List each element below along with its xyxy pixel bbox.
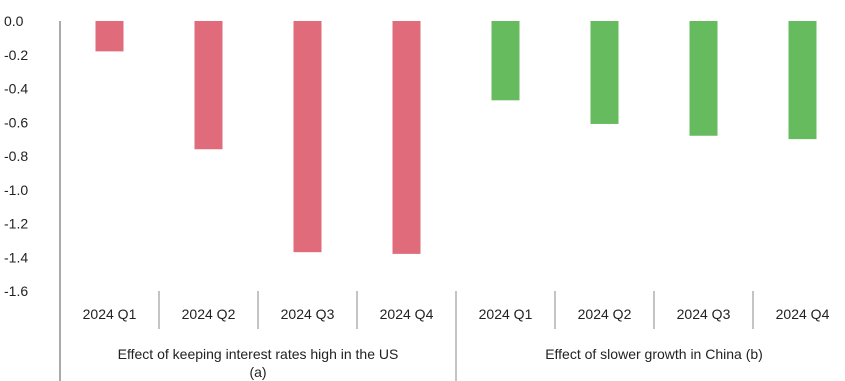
y-tick-label: -1.2 <box>4 216 28 232</box>
x-tick-label: 2024 Q3 <box>281 306 335 322</box>
bars <box>95 21 817 254</box>
y-tick-label: -0.8 <box>4 148 28 164</box>
bar <box>689 21 718 136</box>
x-tick-label: 2024 Q2 <box>578 306 632 322</box>
bar <box>392 21 421 254</box>
y-tick-label: 0.0 <box>4 13 24 29</box>
bar <box>788 21 817 140</box>
bar <box>194 21 223 150</box>
x-tick-label: 2024 Q4 <box>776 306 830 322</box>
y-tick-label: -0.2 <box>4 47 28 63</box>
x-tick-label: 2024 Q3 <box>677 306 731 322</box>
x-tick-label: 2024 Q1 <box>479 306 533 322</box>
x-tick-label: 2024 Q4 <box>380 306 434 322</box>
y-tick-label: -0.4 <box>4 81 28 97</box>
group-label-note: (a) <box>249 364 266 380</box>
bar <box>590 21 619 124</box>
bar <box>491 21 520 101</box>
y-axis: 0.0 -0.2 -0.4 -0.6 -0.8 -1.0 -1.2 -1.4 -1.6 <box>4 13 61 381</box>
bar <box>293 21 322 253</box>
x-axis: 2024 Q1 2024 Q2 2024 Q3 2024 Q4 Effect of ke… <box>83 291 830 381</box>
y-tick-label: -1.0 <box>4 182 28 198</box>
x-tick-label: 2024 Q1 <box>83 306 137 322</box>
y-tick-label: -0.6 <box>4 114 28 130</box>
y-tick-label: -1.6 <box>4 283 28 299</box>
bar <box>95 21 124 52</box>
group-label: Effect of slower growth in China (b) <box>545 346 763 362</box>
y-tick-label: -1.4 <box>4 249 28 265</box>
x-tick-label: 2024 Q2 <box>182 306 236 322</box>
group-label: Effect of keeping interest rates high in… <box>118 346 399 362</box>
